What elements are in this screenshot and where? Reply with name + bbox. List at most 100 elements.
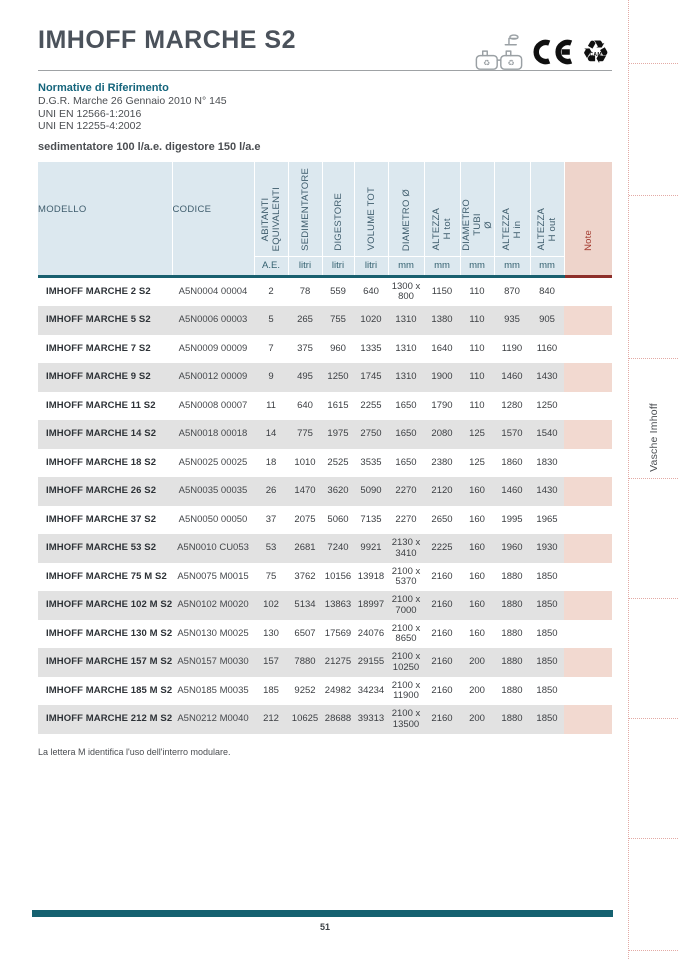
code-cell: A5N0004 00004 xyxy=(178,285,248,297)
cam-recycle-icon: ♻ CAM xyxy=(581,34,610,70)
value-cell: 125 xyxy=(469,456,485,468)
value-cell: 39313 xyxy=(354,705,388,734)
code-cell: A5N0009 00009 xyxy=(178,342,248,354)
value-cell: 2100 x 5370 xyxy=(391,565,421,588)
svg-text:♻: ♻ xyxy=(508,59,515,68)
value-cell: 2160 xyxy=(431,627,453,639)
value-cell: 18 xyxy=(265,456,277,468)
value-cell: 1615 xyxy=(327,399,349,411)
code-cell: A5N0035 00035 xyxy=(172,477,254,506)
margin-divider xyxy=(629,63,678,64)
value-cell: 2160 xyxy=(431,570,453,582)
column-unit: mm xyxy=(459,255,494,278)
value-cell: 37 xyxy=(265,513,277,525)
value-cell: 1300 x 800 xyxy=(391,280,421,303)
margin-divider xyxy=(629,195,678,196)
value-cell: 1540 xyxy=(530,420,564,449)
value-cell: 775 xyxy=(288,420,322,449)
code-cell: A5N0157 M0030 xyxy=(172,648,254,677)
column-header: ALTEZZA H out xyxy=(529,162,564,257)
normative-line: D.G.R. Marche 26 Gennaio 2010 N° 145 xyxy=(38,95,227,107)
value-cell: 2270 xyxy=(388,477,424,506)
column-header-label: DIGESTORE xyxy=(332,193,344,251)
value-cell: 110 xyxy=(460,306,494,335)
value-cell: 2650 xyxy=(431,513,453,525)
value-cell: 160 xyxy=(469,570,485,582)
value-cell: 5090 xyxy=(354,477,388,506)
value-cell: 1250 xyxy=(536,399,558,411)
column-unit: mm xyxy=(529,255,564,278)
column-unit: litri xyxy=(287,255,322,278)
column-unit: mm xyxy=(423,255,460,278)
note-cell xyxy=(564,534,612,563)
value-cell: 1470 xyxy=(288,477,322,506)
column-header: Note xyxy=(563,162,612,257)
section-tab-vasche-imhoff[interactable]: Vasche Imhoff xyxy=(648,403,660,477)
value-cell: 1880 xyxy=(494,705,530,734)
value-cell: 9252 xyxy=(294,684,316,696)
value-cell: 840 xyxy=(539,285,555,297)
model-cell: IMHOFF MARCHE 75 M S2 xyxy=(46,570,167,582)
value-cell: 1310 xyxy=(395,342,417,354)
value-cell: 53 xyxy=(254,534,288,563)
margin-divider xyxy=(629,358,678,359)
normative-references: D.G.R. Marche 26 Gennaio 2010 N° 145 UNI… xyxy=(38,95,227,133)
value-cell: 13918 xyxy=(357,570,385,582)
value-cell: 2160 xyxy=(431,684,453,696)
value-cell: 160 xyxy=(460,477,494,506)
value-cell: 26 xyxy=(254,477,288,506)
note-cell xyxy=(564,306,612,335)
value-cell: 2100 x 13500 xyxy=(388,705,424,734)
value-cell: 1160 xyxy=(536,342,558,354)
value-cell: 21275 xyxy=(322,648,354,677)
value-cell: 7 xyxy=(268,342,274,354)
value-cell: 2130 x 3410 xyxy=(388,534,424,563)
code-cell: A5N0130 M0025 xyxy=(177,627,249,639)
value-cell: 1460 xyxy=(494,477,530,506)
value-cell: 2525 xyxy=(327,456,349,468)
value-cell: 10156 xyxy=(324,570,352,582)
note-cell xyxy=(564,591,612,620)
value-cell: 1850 xyxy=(536,627,558,639)
value-cell: 2100 x 7000 xyxy=(388,591,424,620)
column-header-label: ALTEZZA H out xyxy=(536,208,558,251)
value-cell: 1430 xyxy=(530,477,564,506)
column-unit xyxy=(171,256,254,278)
value-cell: 3762 xyxy=(294,570,316,582)
table-row: IMHOFF MARCHE 18 S2 A5N0025 00025 18 1010 25… xyxy=(38,449,612,478)
value-cell: 495 xyxy=(288,363,322,392)
model-cell: IMHOFF MARCHE 157 M S2 xyxy=(38,648,172,677)
value-cell: 1850 xyxy=(530,648,564,677)
value-cell: 2681 xyxy=(288,534,322,563)
value-cell: 110 xyxy=(469,399,485,411)
value-cell: 1570 xyxy=(494,420,530,449)
value-cell: 110 xyxy=(469,342,485,354)
value-cell: 1190 xyxy=(501,342,523,354)
table-row: IMHOFF MARCHE 130 M S2 A5N0130 M0025 130 65… xyxy=(38,620,612,649)
table-row: IMHOFF MARCHE 7 S2 A5N0009 00009 7 375 960 13… xyxy=(38,335,612,364)
header-divider xyxy=(38,70,612,71)
value-cell: 2750 xyxy=(354,420,388,449)
code-cell: A5N0008 00007 xyxy=(178,399,248,411)
value-cell: 1830 xyxy=(536,456,558,468)
code-cell: A5N0006 00003 xyxy=(172,306,254,335)
column-header: ALTEZZA H in xyxy=(493,162,530,257)
value-cell: 3620 xyxy=(322,477,354,506)
value-cell: 905 xyxy=(530,306,564,335)
value-cell: 28688 xyxy=(322,705,354,734)
value-cell: 1020 xyxy=(354,306,388,335)
value-cell: 7880 xyxy=(288,648,322,677)
value-cell: 160 xyxy=(469,627,485,639)
value-cell: 2120 xyxy=(424,477,460,506)
value-cell: 10625 xyxy=(288,705,322,734)
ce-mark-icon xyxy=(531,38,573,66)
value-cell: 1010 xyxy=(294,456,316,468)
table-row: IMHOFF MARCHE 185 M S2 A5N0185 M0035 185 92… xyxy=(38,677,612,706)
margin-divider xyxy=(629,598,678,599)
code-cell: A5N0185 M0035 xyxy=(177,684,249,696)
code-cell: A5N0102 M0020 xyxy=(172,591,254,620)
column-unit: mm xyxy=(493,255,530,278)
value-cell: 6507 xyxy=(294,627,316,639)
table-row: IMHOFF MARCHE 11 S2 A5N0008 00007 11 640 161… xyxy=(38,392,612,421)
value-cell: 18997 xyxy=(354,591,388,620)
